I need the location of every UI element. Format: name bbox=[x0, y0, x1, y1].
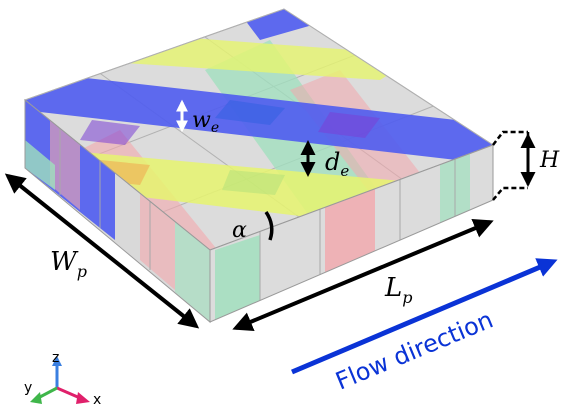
de-dimension: de bbox=[300, 140, 349, 180]
alpha-label: α bbox=[232, 218, 247, 243]
axis-z-label: z bbox=[52, 350, 59, 366]
de-label: de bbox=[325, 148, 349, 180]
we-dimension: we bbox=[176, 99, 219, 136]
flow-direction: Flow direction bbox=[291, 258, 558, 396]
lp-label: Lp bbox=[384, 273, 413, 307]
axis-triad: z x y bbox=[24, 350, 101, 408]
wp-label: Wp bbox=[50, 247, 87, 281]
we-label: we bbox=[192, 108, 219, 136]
lp-dimension: Lp bbox=[232, 218, 494, 332]
h-label: H bbox=[539, 148, 560, 173]
axis-x-label: x bbox=[93, 392, 101, 408]
axis-y-label: y bbox=[24, 380, 32, 396]
h-dimension: H bbox=[492, 130, 560, 201]
wp-dimension: Wp bbox=[4, 173, 200, 329]
